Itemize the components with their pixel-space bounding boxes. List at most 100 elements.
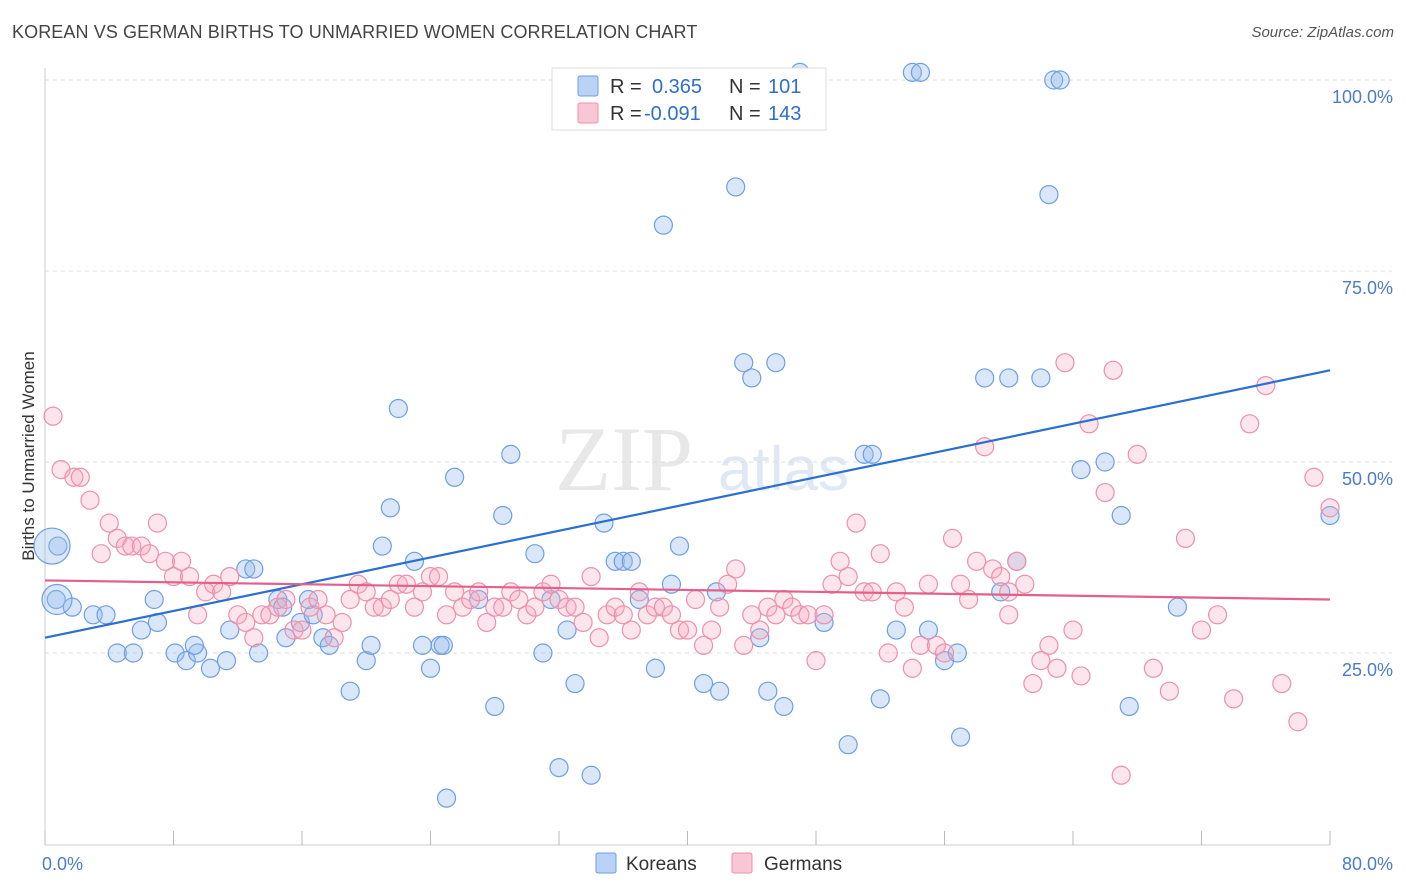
point-germans — [838, 566, 858, 587]
point-koreans — [870, 689, 890, 709]
point-germans — [1320, 498, 1340, 518]
point-germans — [155, 551, 176, 571]
point-germans — [870, 544, 890, 564]
point-koreans — [356, 651, 376, 671]
point-koreans-large — [33, 527, 71, 565]
point-germans — [918, 574, 939, 594]
point-germans — [1015, 574, 1035, 594]
y-tick-label: 50.0% — [1342, 469, 1393, 489]
point-germans — [147, 513, 168, 533]
x-tick-labels: 0.0% 80.0% — [42, 854, 1393, 874]
watermark: ZIP atlas — [555, 408, 849, 510]
point-germans — [701, 620, 722, 640]
point-germans — [372, 597, 392, 617]
axes — [44, 68, 1331, 846]
point-germans — [1288, 712, 1308, 732]
point-germans — [187, 605, 208, 625]
point-koreans — [645, 658, 665, 678]
point-germans — [1039, 635, 1059, 655]
trend-lines — [44, 369, 1331, 639]
point-germans — [621, 620, 641, 640]
point-germans — [300, 597, 320, 617]
point-koreans — [165, 643, 185, 663]
point-germans — [404, 597, 425, 617]
point-germans — [252, 605, 272, 625]
point-germans — [493, 597, 513, 617]
point-koreans — [549, 757, 569, 778]
point-koreans — [1050, 70, 1070, 90]
point-koreans — [176, 651, 196, 671]
point-koreans — [1320, 505, 1340, 526]
point-germans — [653, 597, 674, 617]
point-germans — [115, 536, 135, 556]
point-germans — [983, 559, 1003, 579]
point-koreans — [726, 177, 746, 197]
watermark-zip: ZIP — [555, 408, 693, 510]
point-germans — [204, 574, 224, 594]
point-germans — [734, 635, 754, 655]
point-koreans — [1111, 505, 1131, 526]
point-germans — [926, 635, 947, 655]
point-koreans — [96, 605, 116, 625]
point-koreans — [107, 643, 127, 663]
point-koreans — [249, 643, 269, 663]
point-koreans — [975, 368, 995, 388]
point-germans — [1191, 620, 1212, 640]
point-koreans — [918, 620, 939, 640]
point-koreans — [886, 620, 906, 640]
point-germans — [669, 620, 690, 640]
point-germans — [228, 605, 248, 625]
point-germans — [1095, 482, 1115, 503]
point-germans — [557, 597, 577, 617]
point-koreans — [991, 582, 1011, 602]
point-koreans — [533, 643, 553, 663]
point-germans — [236, 612, 256, 633]
trend-line-koreans — [44, 369, 1331, 639]
y-tick-labels: 25.0% 50.0% 75.0% 100.0% — [1332, 87, 1393, 680]
stats-legend-n-label-koreans: N = — [729, 76, 761, 98]
point-koreans — [693, 673, 714, 694]
point-germans — [324, 628, 344, 648]
point-germans — [549, 589, 569, 610]
point-germans — [517, 605, 537, 625]
point-koreans — [184, 635, 204, 655]
point-koreans — [200, 658, 221, 678]
stats-legend-swatch-germans — [577, 102, 599, 124]
point-koreans — [581, 765, 601, 785]
point-germans — [453, 597, 473, 617]
point-germans — [1127, 444, 1147, 464]
point-germans — [942, 528, 963, 549]
point-germans — [1023, 673, 1043, 694]
point-germans — [710, 597, 730, 617]
point-koreans — [758, 681, 778, 701]
point-germans — [332, 612, 352, 633]
point-germans — [292, 620, 312, 640]
point-koreans — [493, 505, 513, 526]
point-koreans — [1119, 696, 1139, 717]
point-germans — [677, 620, 698, 640]
point-koreans — [469, 589, 489, 610]
point-koreans — [750, 628, 770, 648]
point-koreans — [216, 651, 237, 671]
point-germans — [364, 597, 384, 617]
point-germans — [967, 551, 987, 571]
point-koreans — [276, 628, 296, 648]
point-germans — [693, 635, 714, 655]
point-koreans — [838, 735, 858, 755]
point-germans — [806, 651, 826, 671]
point-germans — [894, 597, 914, 617]
point-koreans — [862, 444, 882, 464]
point-koreans — [1167, 597, 1188, 617]
point-germans — [1031, 651, 1051, 671]
point-germans — [581, 566, 601, 587]
point-germans — [461, 589, 481, 610]
point-koreans — [131, 620, 151, 640]
source-credit: Source: ZipAtlas.com — [1251, 24, 1394, 41]
point-germans — [1079, 414, 1099, 434]
stats-legend-r-label-germans: R = — [610, 103, 642, 125]
point-koreans — [361, 635, 381, 655]
point-germans — [131, 536, 151, 556]
point-germans — [1175, 528, 1196, 549]
point-germans — [276, 589, 296, 610]
point-germans — [902, 658, 922, 678]
